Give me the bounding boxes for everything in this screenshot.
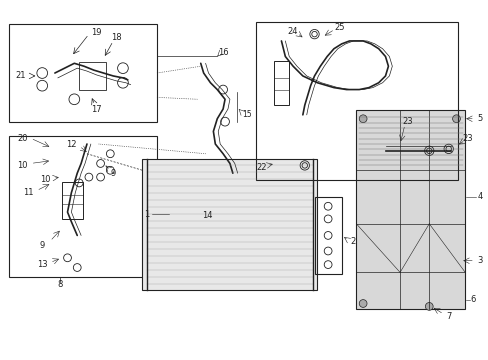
Bar [61, 182, 83, 219]
Text: 15: 15 [242, 111, 252, 120]
Text: 2: 2 [350, 237, 355, 246]
Text: 23: 23 [462, 134, 472, 143]
Text: 9: 9 [40, 240, 45, 249]
Circle shape [359, 115, 366, 123]
Bar [314, 197, 341, 274]
Text: 13: 13 [37, 260, 47, 269]
Text: 18: 18 [111, 32, 121, 41]
Text: 23: 23 [402, 117, 412, 126]
Text: 21: 21 [16, 71, 26, 80]
Bar [356, 110, 464, 309]
Text: 9: 9 [110, 169, 116, 178]
Text: 3: 3 [476, 256, 482, 265]
Text: 6: 6 [469, 295, 475, 304]
Text: 19: 19 [91, 28, 102, 37]
Text: 8: 8 [57, 280, 62, 289]
Text: 17: 17 [91, 104, 102, 113]
Text: 16: 16 [217, 48, 228, 57]
Text: 20: 20 [18, 134, 28, 143]
Bar [273, 61, 288, 105]
Text: 12: 12 [66, 140, 77, 149]
Circle shape [452, 115, 459, 123]
Text: 1: 1 [143, 210, 149, 219]
Bar [79, 62, 106, 90]
Text: 7: 7 [445, 312, 450, 321]
Text: 25: 25 [334, 23, 345, 32]
Bar [142, 159, 317, 290]
Text: 4: 4 [476, 192, 482, 201]
Text: 10: 10 [40, 175, 50, 184]
Text: 10: 10 [18, 161, 28, 170]
Text: 11: 11 [23, 188, 34, 197]
Bar [9, 24, 157, 122]
Text: 5: 5 [476, 114, 482, 123]
Text: 24: 24 [287, 27, 298, 36]
Bar [256, 22, 458, 180]
Bar [9, 136, 157, 277]
Circle shape [359, 300, 366, 307]
Text: 22: 22 [256, 163, 267, 172]
Circle shape [425, 302, 432, 310]
Text: 14: 14 [202, 211, 212, 220]
